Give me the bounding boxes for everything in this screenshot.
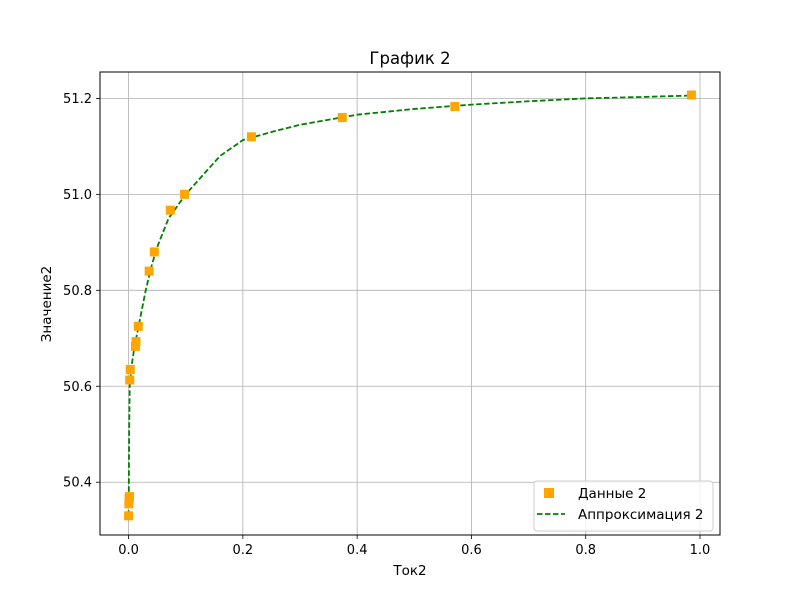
data-point [125, 375, 135, 385]
y-axis-ticks: 50.4 50.6 50.8 51.0 51.2 [63, 92, 100, 491]
y-tick-label: 50.4 [63, 476, 92, 491]
y-axis-label: Значение2 [39, 266, 55, 343]
data-point [337, 113, 347, 123]
x-tick-label: 1.0 [690, 543, 711, 558]
data-point [144, 266, 154, 276]
legend-box [533, 480, 714, 532]
data-point [124, 499, 134, 509]
data-point [165, 205, 175, 215]
x-tick-label: 0.4 [347, 543, 368, 558]
data-point [124, 492, 134, 502]
y-tick-label: 51.0 [63, 188, 92, 203]
data-point [686, 90, 696, 100]
x-tick-label: 0.2 [233, 543, 254, 558]
data-marker-layer [124, 90, 696, 521]
data-point [124, 511, 134, 521]
x-tick-label: 0.6 [461, 543, 482, 558]
legend: Данные 2 Аппроксимация 2 [533, 480, 714, 532]
x-axis-label: Ток2 [392, 563, 426, 579]
x-tick-label: 0.0 [118, 543, 139, 558]
plot-area-frame [99, 71, 721, 536]
data-point [450, 102, 460, 112]
y-tick-label: 50.8 [63, 284, 92, 299]
data-point [246, 132, 256, 142]
legend-label-fit: Аппроксимация 2 [578, 507, 704, 523]
y-tick-label: 50.6 [63, 380, 92, 395]
chart-title: График 2 [369, 49, 450, 68]
data-point [180, 189, 190, 199]
data-point [133, 321, 143, 331]
y-tick-label: 51.2 [63, 92, 92, 107]
data-point [131, 337, 141, 347]
data-point [130, 341, 140, 351]
data-point [149, 247, 159, 257]
data-point [125, 364, 135, 374]
legend-marker-data [544, 488, 554, 498]
x-axis-ticks: 0.0 0.2 0.4 0.6 0.8 1.0 [118, 535, 710, 558]
legend-label-data: Данные 2 [578, 486, 646, 502]
x-tick-label: 0.8 [575, 543, 596, 558]
